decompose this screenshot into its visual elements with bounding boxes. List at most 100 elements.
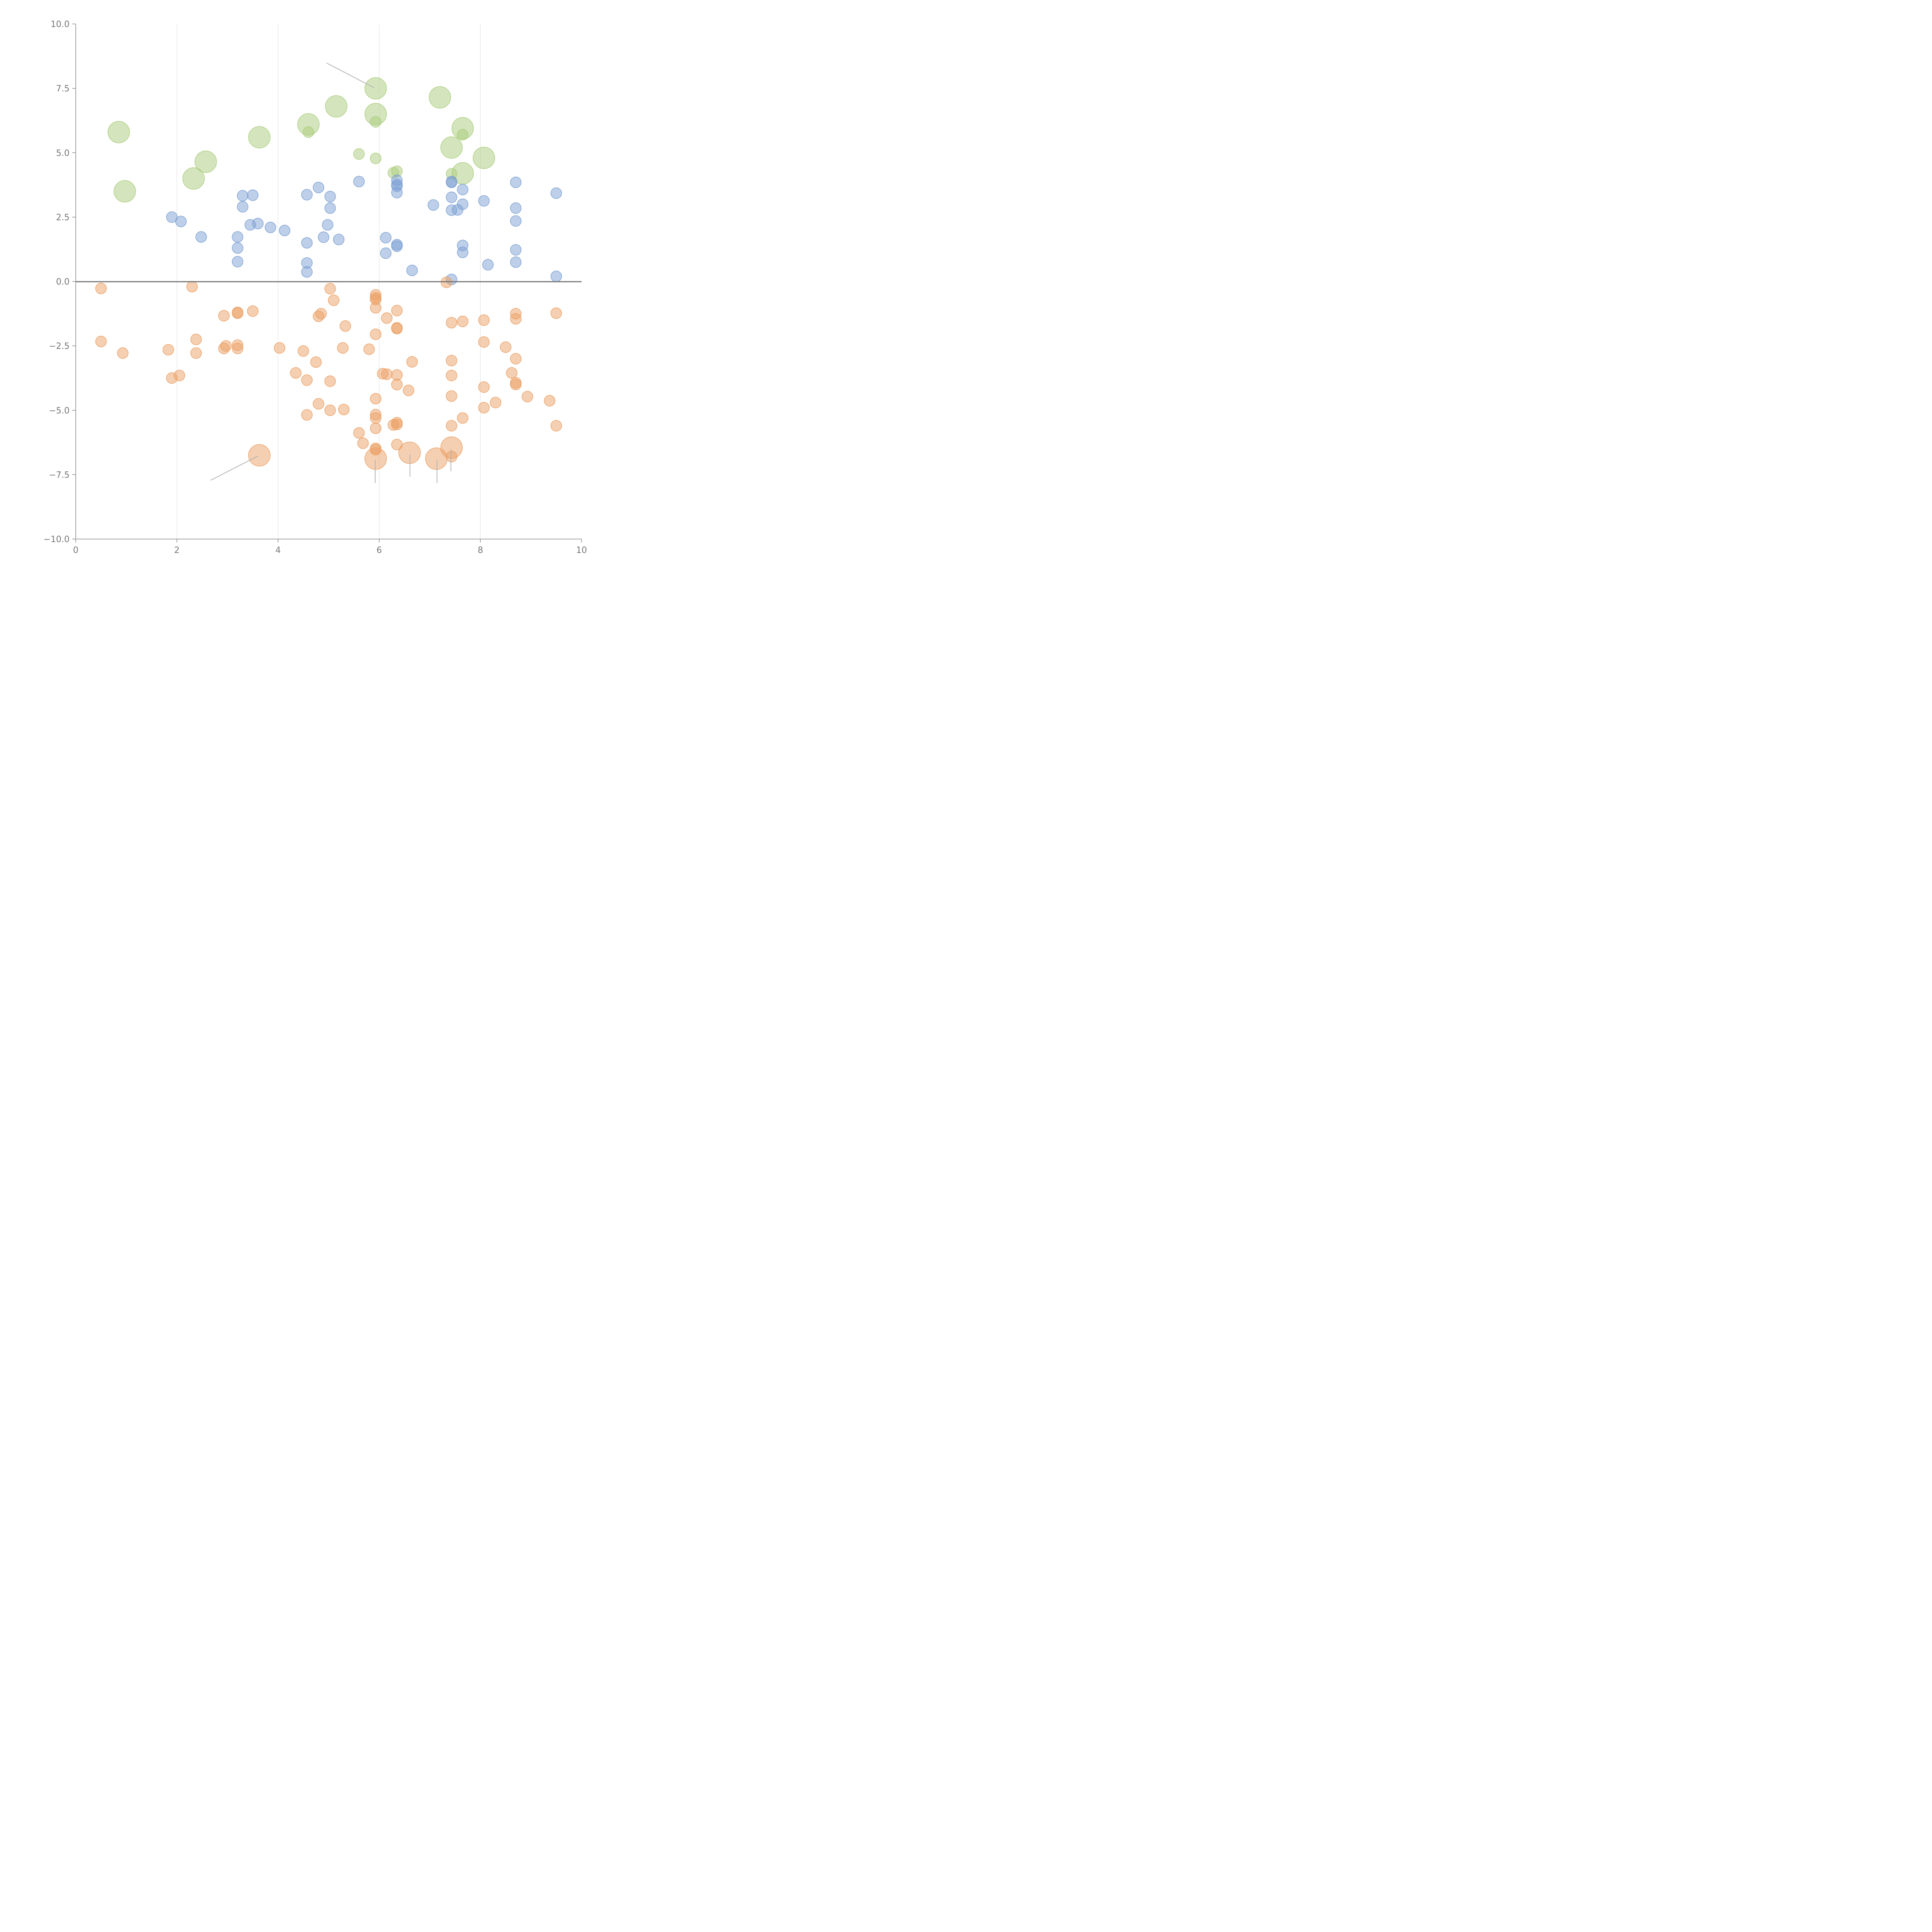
orange-bubble <box>446 420 457 432</box>
orange-bubble <box>446 390 457 402</box>
orange-bubble <box>298 345 309 357</box>
blue-bubble <box>550 187 562 199</box>
leader-line <box>326 63 374 88</box>
blue-bubble <box>195 231 207 243</box>
orange-bubble <box>357 437 369 449</box>
blue-bubble <box>446 177 457 188</box>
x-tick-label: 4 <box>276 546 281 555</box>
orange-bubble <box>95 335 107 347</box>
orange-bubble <box>337 342 349 354</box>
x-tick-label: 6 <box>376 546 382 555</box>
orange-bubble <box>391 305 403 316</box>
orange-bubble <box>381 312 393 324</box>
green-bubble <box>248 126 270 149</box>
y-tick-label: 7.5 <box>56 84 70 94</box>
orange-bubble <box>328 294 340 306</box>
blue-bubble <box>301 237 313 249</box>
blue-bubble <box>232 231 243 243</box>
blue-bubble <box>482 259 494 270</box>
orange-bubble <box>301 409 313 421</box>
orange-bubble <box>218 310 230 321</box>
orange-bubble <box>248 444 270 467</box>
leader-lines <box>210 63 451 483</box>
blue-bubble <box>247 189 259 201</box>
orange-bubble <box>186 281 198 293</box>
blue-bubble <box>301 189 313 201</box>
orange-bubble <box>391 323 403 335</box>
orange-bubble <box>490 396 502 408</box>
green-bubble <box>473 146 495 169</box>
orange-bubble <box>391 369 403 381</box>
blue-bubble <box>510 215 522 227</box>
orange-bubble <box>550 307 562 319</box>
orange-bubble <box>446 355 457 366</box>
x-tick-label: 2 <box>174 546 180 555</box>
green-bubble <box>370 153 382 164</box>
green-bubble <box>457 129 469 141</box>
orange-bubble <box>478 381 490 393</box>
green-bubble <box>194 150 217 173</box>
blue-bubble <box>353 176 365 187</box>
orange-bubble <box>274 342 286 354</box>
leader-line <box>210 456 259 481</box>
blue-bubble <box>322 219 333 231</box>
orange-bubble <box>324 375 336 387</box>
orange-bubble <box>232 307 243 319</box>
y-tick-label: −5.0 <box>49 406 70 416</box>
y-tick-label: 10.0 <box>51 20 70 29</box>
blue-bubble <box>380 247 392 259</box>
orange-bubble <box>406 356 418 368</box>
orange-bubble <box>370 422 382 434</box>
orange-bubble <box>522 391 533 403</box>
green-bubble <box>370 116 382 128</box>
orange-bubble <box>510 313 522 325</box>
tick-labels: 0 2 4 6 8 10 10.0 7.5 5.0 2.5 0.0 −2.5 −5.0 −7.5 −10.0 <box>44 20 587 555</box>
orange-bubble <box>550 420 562 432</box>
orange-bubble <box>457 316 469 327</box>
orange-bubble <box>95 282 107 294</box>
orange-bubble <box>313 398 325 410</box>
blue-bubble <box>301 266 313 278</box>
orange-bubble <box>363 343 375 355</box>
blue-bubble <box>510 202 522 214</box>
orange-bubble <box>478 314 490 326</box>
y-tick-label: 2.5 <box>56 213 70 223</box>
x-tick-label: 0 <box>73 546 78 555</box>
orange-bubble <box>478 402 490 413</box>
x-tick-label: 10 <box>576 546 587 555</box>
orange-bubble <box>381 368 393 380</box>
orange-bubble <box>457 412 469 424</box>
orange-bubble <box>338 403 350 415</box>
orange-bubble <box>339 320 351 332</box>
orange-bubble <box>117 347 129 359</box>
orange-bubble <box>500 341 512 353</box>
orange-bubble <box>370 328 382 340</box>
orange-bubble <box>544 395 556 406</box>
blue-bubble <box>166 211 178 223</box>
orange-bubble <box>510 353 522 365</box>
blue-bubble <box>237 201 248 213</box>
orange-bubble <box>370 393 382 405</box>
blue-bubble <box>510 244 522 256</box>
orange-bubble <box>232 342 243 354</box>
orange-bubble <box>315 308 327 320</box>
blue-bubble <box>324 190 336 202</box>
orange-bubble <box>403 384 415 396</box>
x-tick-label: 8 <box>478 546 483 555</box>
green-bubble <box>182 167 205 190</box>
blue-bubble <box>279 224 291 236</box>
blue-bubble <box>318 231 330 243</box>
blue-bubble <box>478 195 490 207</box>
blue-bubble <box>510 256 522 268</box>
orange-bubble <box>364 447 387 470</box>
blue-bubble <box>550 270 562 282</box>
orange-bubble <box>162 344 174 355</box>
orange-bubble <box>220 340 232 352</box>
blue-bubble <box>391 187 403 199</box>
scatter-chart: 0 2 4 6 8 10 10.0 7.5 5.0 2.5 0.0 −2.5 −5.0 −7.5 −10.0 <box>44 20 587 555</box>
blue-bubble <box>457 247 469 258</box>
blue-bubble <box>265 221 276 233</box>
orange-bubble <box>370 302 382 314</box>
data-points <box>95 77 562 470</box>
green-bubble <box>364 77 387 100</box>
